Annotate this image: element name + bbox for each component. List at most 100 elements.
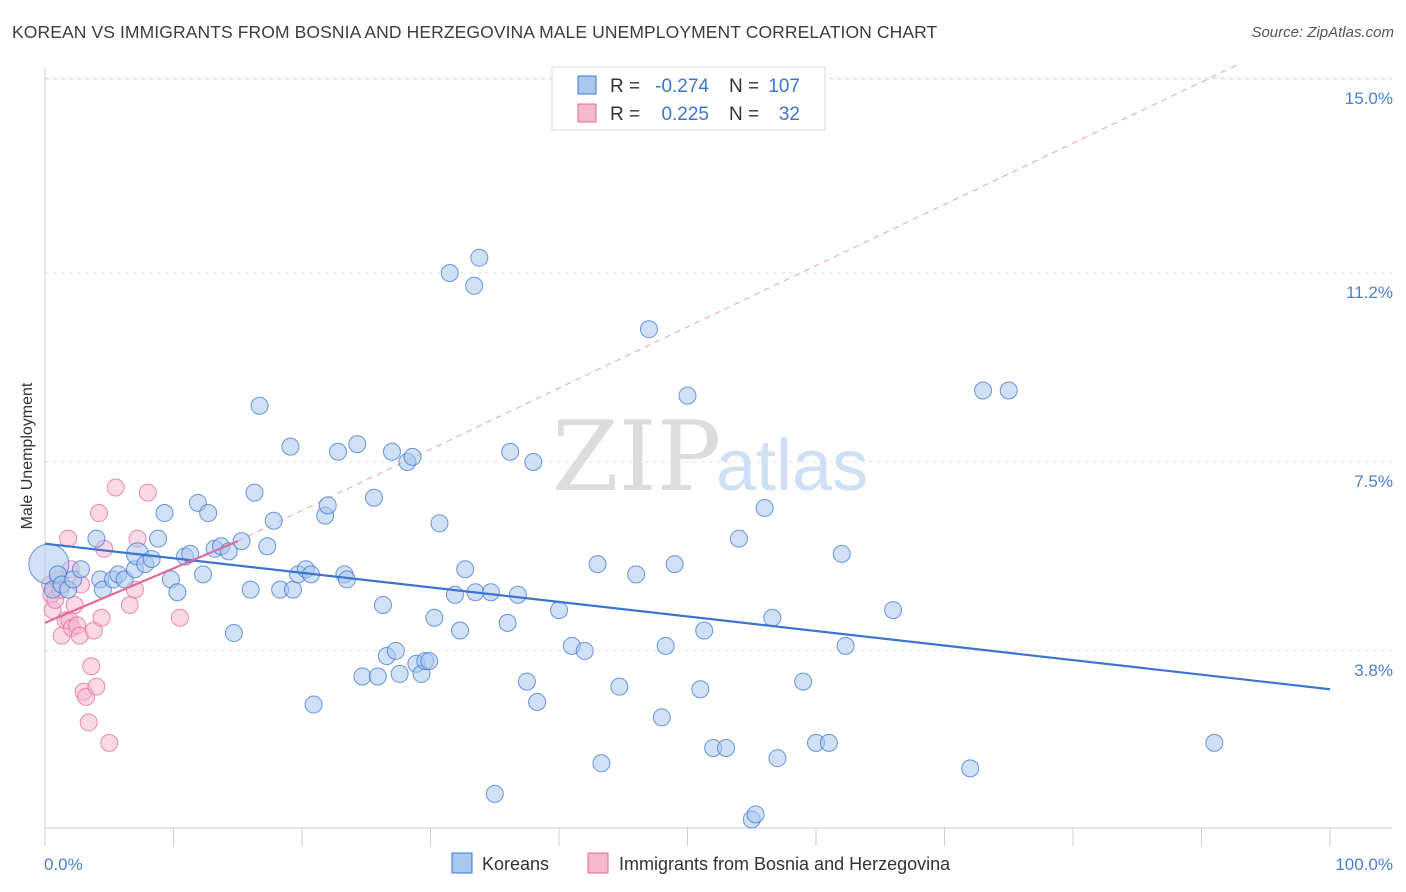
korean-point-104 [819, 733, 838, 752]
korean-point-52 [373, 595, 392, 614]
korean-point-48 [348, 435, 367, 454]
korean-point-99 [755, 498, 774, 517]
stats-swatch-bosnia [577, 103, 597, 123]
grid-lines [45, 77, 1392, 652]
korean-point-92 [691, 680, 710, 699]
korean-point-83 [588, 555, 607, 574]
korean-point-73 [485, 784, 504, 803]
korean-point-44 [318, 496, 337, 515]
bosnia-point-25 [100, 733, 119, 752]
axes [44, 68, 1392, 846]
legend-label-koreans: Koreans [482, 854, 549, 874]
x-tick-label-0: 0.0% [44, 855, 83, 874]
korean-point-87 [639, 320, 658, 339]
watermark-atlas: atlas [716, 426, 868, 506]
korean-point-34 [258, 537, 277, 556]
korean-point-78 [524, 452, 543, 471]
korean-point-100 [763, 608, 782, 627]
korean-point-31 [241, 580, 260, 599]
korean-point-62 [420, 652, 439, 671]
korean-point-37 [281, 437, 300, 456]
korean-point-67 [451, 621, 470, 640]
trend-lines [44, 540, 1331, 691]
stats-r-label-bosnia: R = [610, 104, 640, 125]
data-points [28, 248, 1224, 829]
korean-trend-line [44, 542, 1331, 691]
korean-point-75 [501, 442, 520, 461]
legend: Koreans Immigrants from Bosnia and Herze… [451, 852, 951, 874]
korean-point-93 [695, 621, 714, 640]
korean-point-38 [284, 580, 303, 599]
korean-point-111 [1205, 733, 1224, 752]
korean-point-68 [456, 560, 475, 579]
korean-point-25 [199, 504, 218, 523]
korean-point-30 [232, 532, 251, 551]
y-tick-label-3: 15.0% [1345, 89, 1393, 108]
korean-point-42 [304, 695, 323, 714]
korean-point-84 [592, 754, 611, 773]
stats-n-value-koreans: 107 [768, 76, 800, 97]
legend-swatch-bosnia [587, 852, 609, 874]
korean-point-64 [430, 514, 449, 533]
korean-point-98 [746, 805, 765, 824]
stats-n-label-koreans: N = [729, 76, 759, 97]
legend-swatch-koreans [451, 852, 473, 874]
korean-point-101 [768, 749, 787, 768]
korean-point-108 [961, 759, 980, 778]
korean-point-18 [155, 504, 174, 523]
korean-point-88 [652, 708, 671, 727]
korean-point-105 [832, 544, 851, 563]
korean-point-51 [368, 667, 387, 686]
korean-point-20 [168, 583, 187, 602]
watermark-zip: ZIP [552, 401, 721, 513]
bosnia-trend-line [44, 540, 239, 624]
bosnia-point-23 [92, 608, 111, 627]
watermark: ZIP atlas [552, 401, 868, 513]
bosnia-point-26 [106, 478, 125, 497]
korean-point-29 [224, 624, 243, 643]
stats-r-value-bosnia: 0.225 [661, 104, 709, 125]
korean-point-7 [87, 529, 106, 548]
stats-n-label-bosnia: N = [729, 104, 759, 125]
stats-n-value-bosnia: 32 [779, 104, 800, 125]
korean-point-55 [386, 641, 405, 660]
korean-point-102 [794, 672, 813, 691]
korean-point-63 [425, 608, 444, 627]
legend-label-bosnia: Immigrants from Bosnia and Herzegovina [619, 854, 951, 874]
korean-point-56 [390, 664, 409, 683]
stats-r-label-koreans: R = [610, 76, 640, 97]
korean-point-109 [974, 381, 993, 400]
bosnia-point-19 [82, 657, 101, 676]
korean-point-95 [717, 738, 736, 757]
korean-point-45 [328, 442, 347, 461]
korean-point-71 [465, 276, 484, 295]
y-tick-label-1: 7.5% [1354, 472, 1393, 491]
korean-point-110 [999, 381, 1018, 400]
korean-point-24 [194, 565, 213, 584]
reference-line [237, 63, 1241, 542]
korean-point-70 [470, 248, 489, 267]
korean-point-35 [264, 511, 283, 530]
bosnia-point-31 [170, 608, 189, 627]
korean-point-91 [678, 386, 697, 405]
stats-r-value-koreans: -0.274 [655, 76, 709, 97]
stats-swatch-koreans [577, 75, 597, 95]
korean-point-54 [382, 442, 401, 461]
korean-point-76 [508, 585, 527, 604]
korean-point-50 [364, 488, 383, 507]
korean-point-82 [575, 641, 594, 660]
bosnia-point-27 [120, 595, 139, 614]
korean-point-80 [550, 601, 568, 620]
korean-point-107 [884, 601, 903, 620]
korean-point-33 [250, 396, 269, 415]
source-label: Source: ZipAtlas.com [1251, 24, 1394, 41]
bosnia-point-21 [87, 677, 106, 696]
korean-point-72 [481, 583, 500, 602]
chart-title: KOREAN VS IMMIGRANTS FROM BOSNIA AND HER… [12, 22, 938, 42]
korean-point-90 [665, 555, 684, 574]
bosnia-trend-extension [237, 63, 1241, 542]
korean-point-65 [440, 264, 459, 283]
bosnia-point-22 [89, 504, 108, 523]
korean-point-79 [528, 693, 547, 712]
